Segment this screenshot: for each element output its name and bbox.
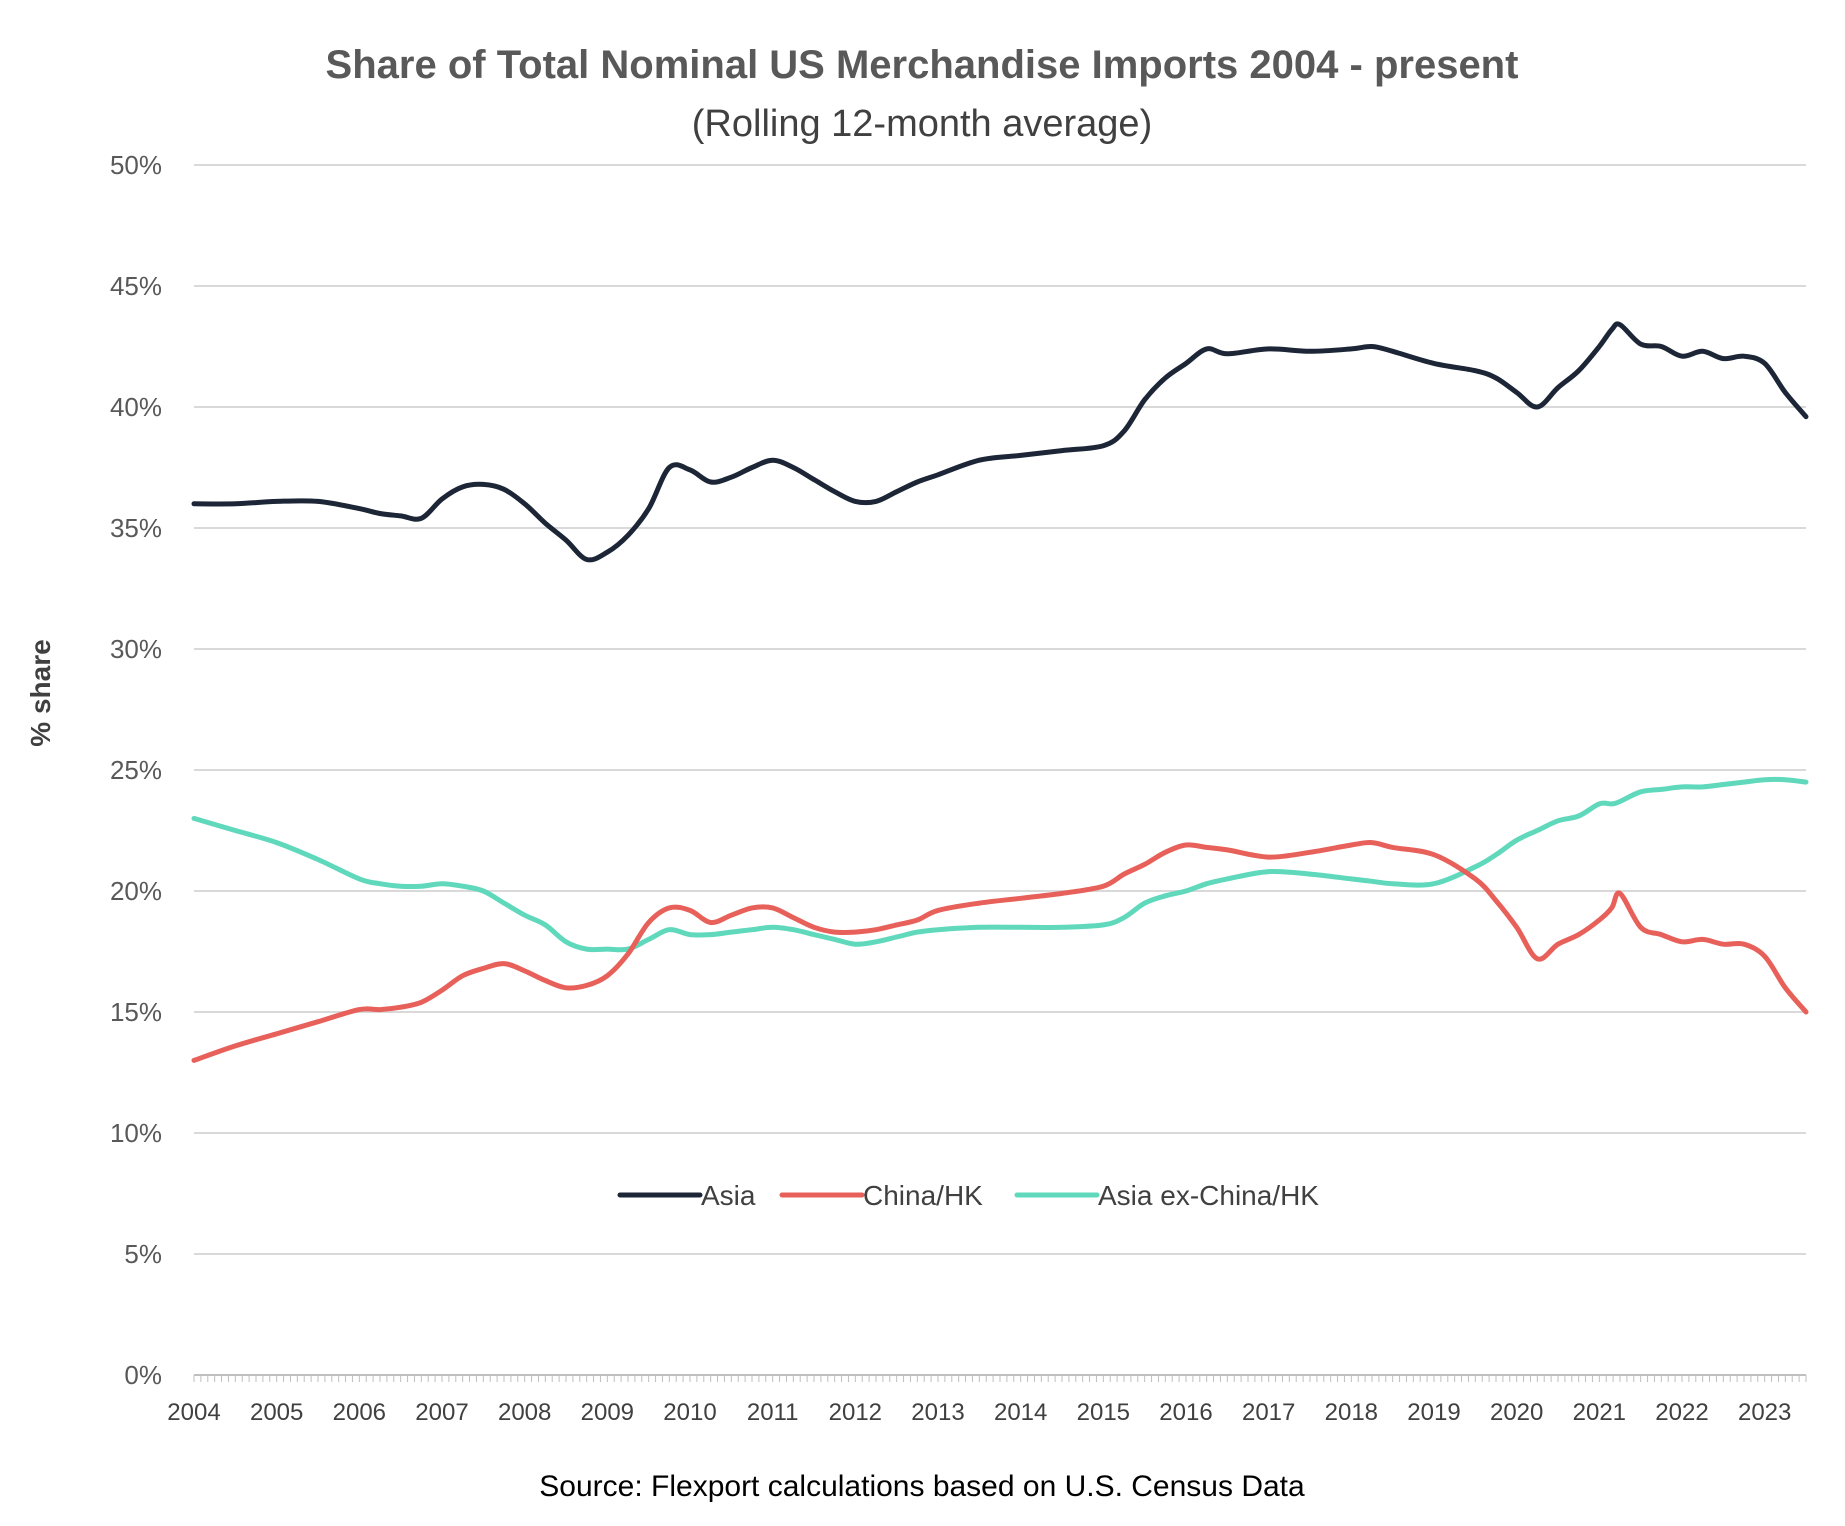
x-tick-label: 2005 xyxy=(250,1399,303,1426)
chart-title: Share of Total Nominal US Merchandise Im… xyxy=(326,43,1519,87)
x-tick-label: 2015 xyxy=(1077,1399,1130,1426)
x-tick-label: 2012 xyxy=(829,1399,882,1426)
source-note: Source: Flexport calculations based on U… xyxy=(539,1470,1305,1503)
y-tick-label: 50% xyxy=(110,150,162,180)
legend: Asia China/HK Asia ex-China/HK xyxy=(617,1180,1319,1211)
y-tick-label: 40% xyxy=(110,392,162,422)
gridlines xyxy=(194,164,1806,1255)
x-tick-label: 2020 xyxy=(1490,1399,1543,1426)
legend-label-asia: Asia xyxy=(701,1180,756,1211)
x-tick-label: 2008 xyxy=(498,1399,551,1426)
legend-label-china-hk: China/HK xyxy=(863,1180,983,1211)
x-tick-label: 2017 xyxy=(1242,1399,1295,1426)
series-line-asia-ex-china-hk xyxy=(191,776,1809,953)
y-tick-label: 20% xyxy=(110,876,162,906)
x-tick-label: 2010 xyxy=(663,1399,716,1426)
x-tick-label: 2023 xyxy=(1738,1399,1791,1426)
x-tick-label: 2022 xyxy=(1655,1399,1708,1426)
x-tick-label: 2019 xyxy=(1407,1399,1460,1426)
chart-subtitle: (Rolling 12-month average) xyxy=(692,103,1152,145)
series-line-china-hk xyxy=(191,840,1809,1063)
x-tick-label: 2018 xyxy=(1325,1399,1378,1426)
y-tick-label: 5% xyxy=(124,1239,162,1269)
y-tick-label: 45% xyxy=(110,271,162,301)
x-tick-label: 2021 xyxy=(1573,1399,1626,1426)
y-tick-label: 10% xyxy=(110,1118,162,1148)
y-tick-label: 25% xyxy=(110,755,162,785)
x-tick-label: 2016 xyxy=(1159,1399,1212,1426)
y-tick-label: 30% xyxy=(110,634,162,664)
y-tick-label: 0% xyxy=(124,1360,162,1390)
x-tick-label: 2006 xyxy=(333,1399,386,1426)
x-axis: 2004 2005 2006 2007 2008 2009 2010 2011 2012 2013… xyxy=(167,1374,1807,1426)
y-tick-label: 35% xyxy=(110,513,162,543)
x-tick-label: 2014 xyxy=(994,1399,1047,1426)
legend-label-asia-ex-china-hk: Asia ex-China/HK xyxy=(1098,1180,1319,1211)
x-tick-label: 2009 xyxy=(581,1399,634,1426)
x-tick-label: 2007 xyxy=(415,1399,468,1426)
y-tick-label: 15% xyxy=(110,997,162,1027)
x-tick-label: 2011 xyxy=(747,1399,799,1426)
x-tick-label: 2004 xyxy=(167,1399,220,1426)
series-line-asia xyxy=(191,321,1809,563)
series-lines xyxy=(191,321,1809,1063)
y-axis-label: % share xyxy=(25,639,56,746)
x-tick-label: 2013 xyxy=(911,1399,964,1426)
y-axis-ticks: 0% 5% 10% 15% 20% 25% 30% 35% 40% 45% 50% xyxy=(110,150,162,1390)
